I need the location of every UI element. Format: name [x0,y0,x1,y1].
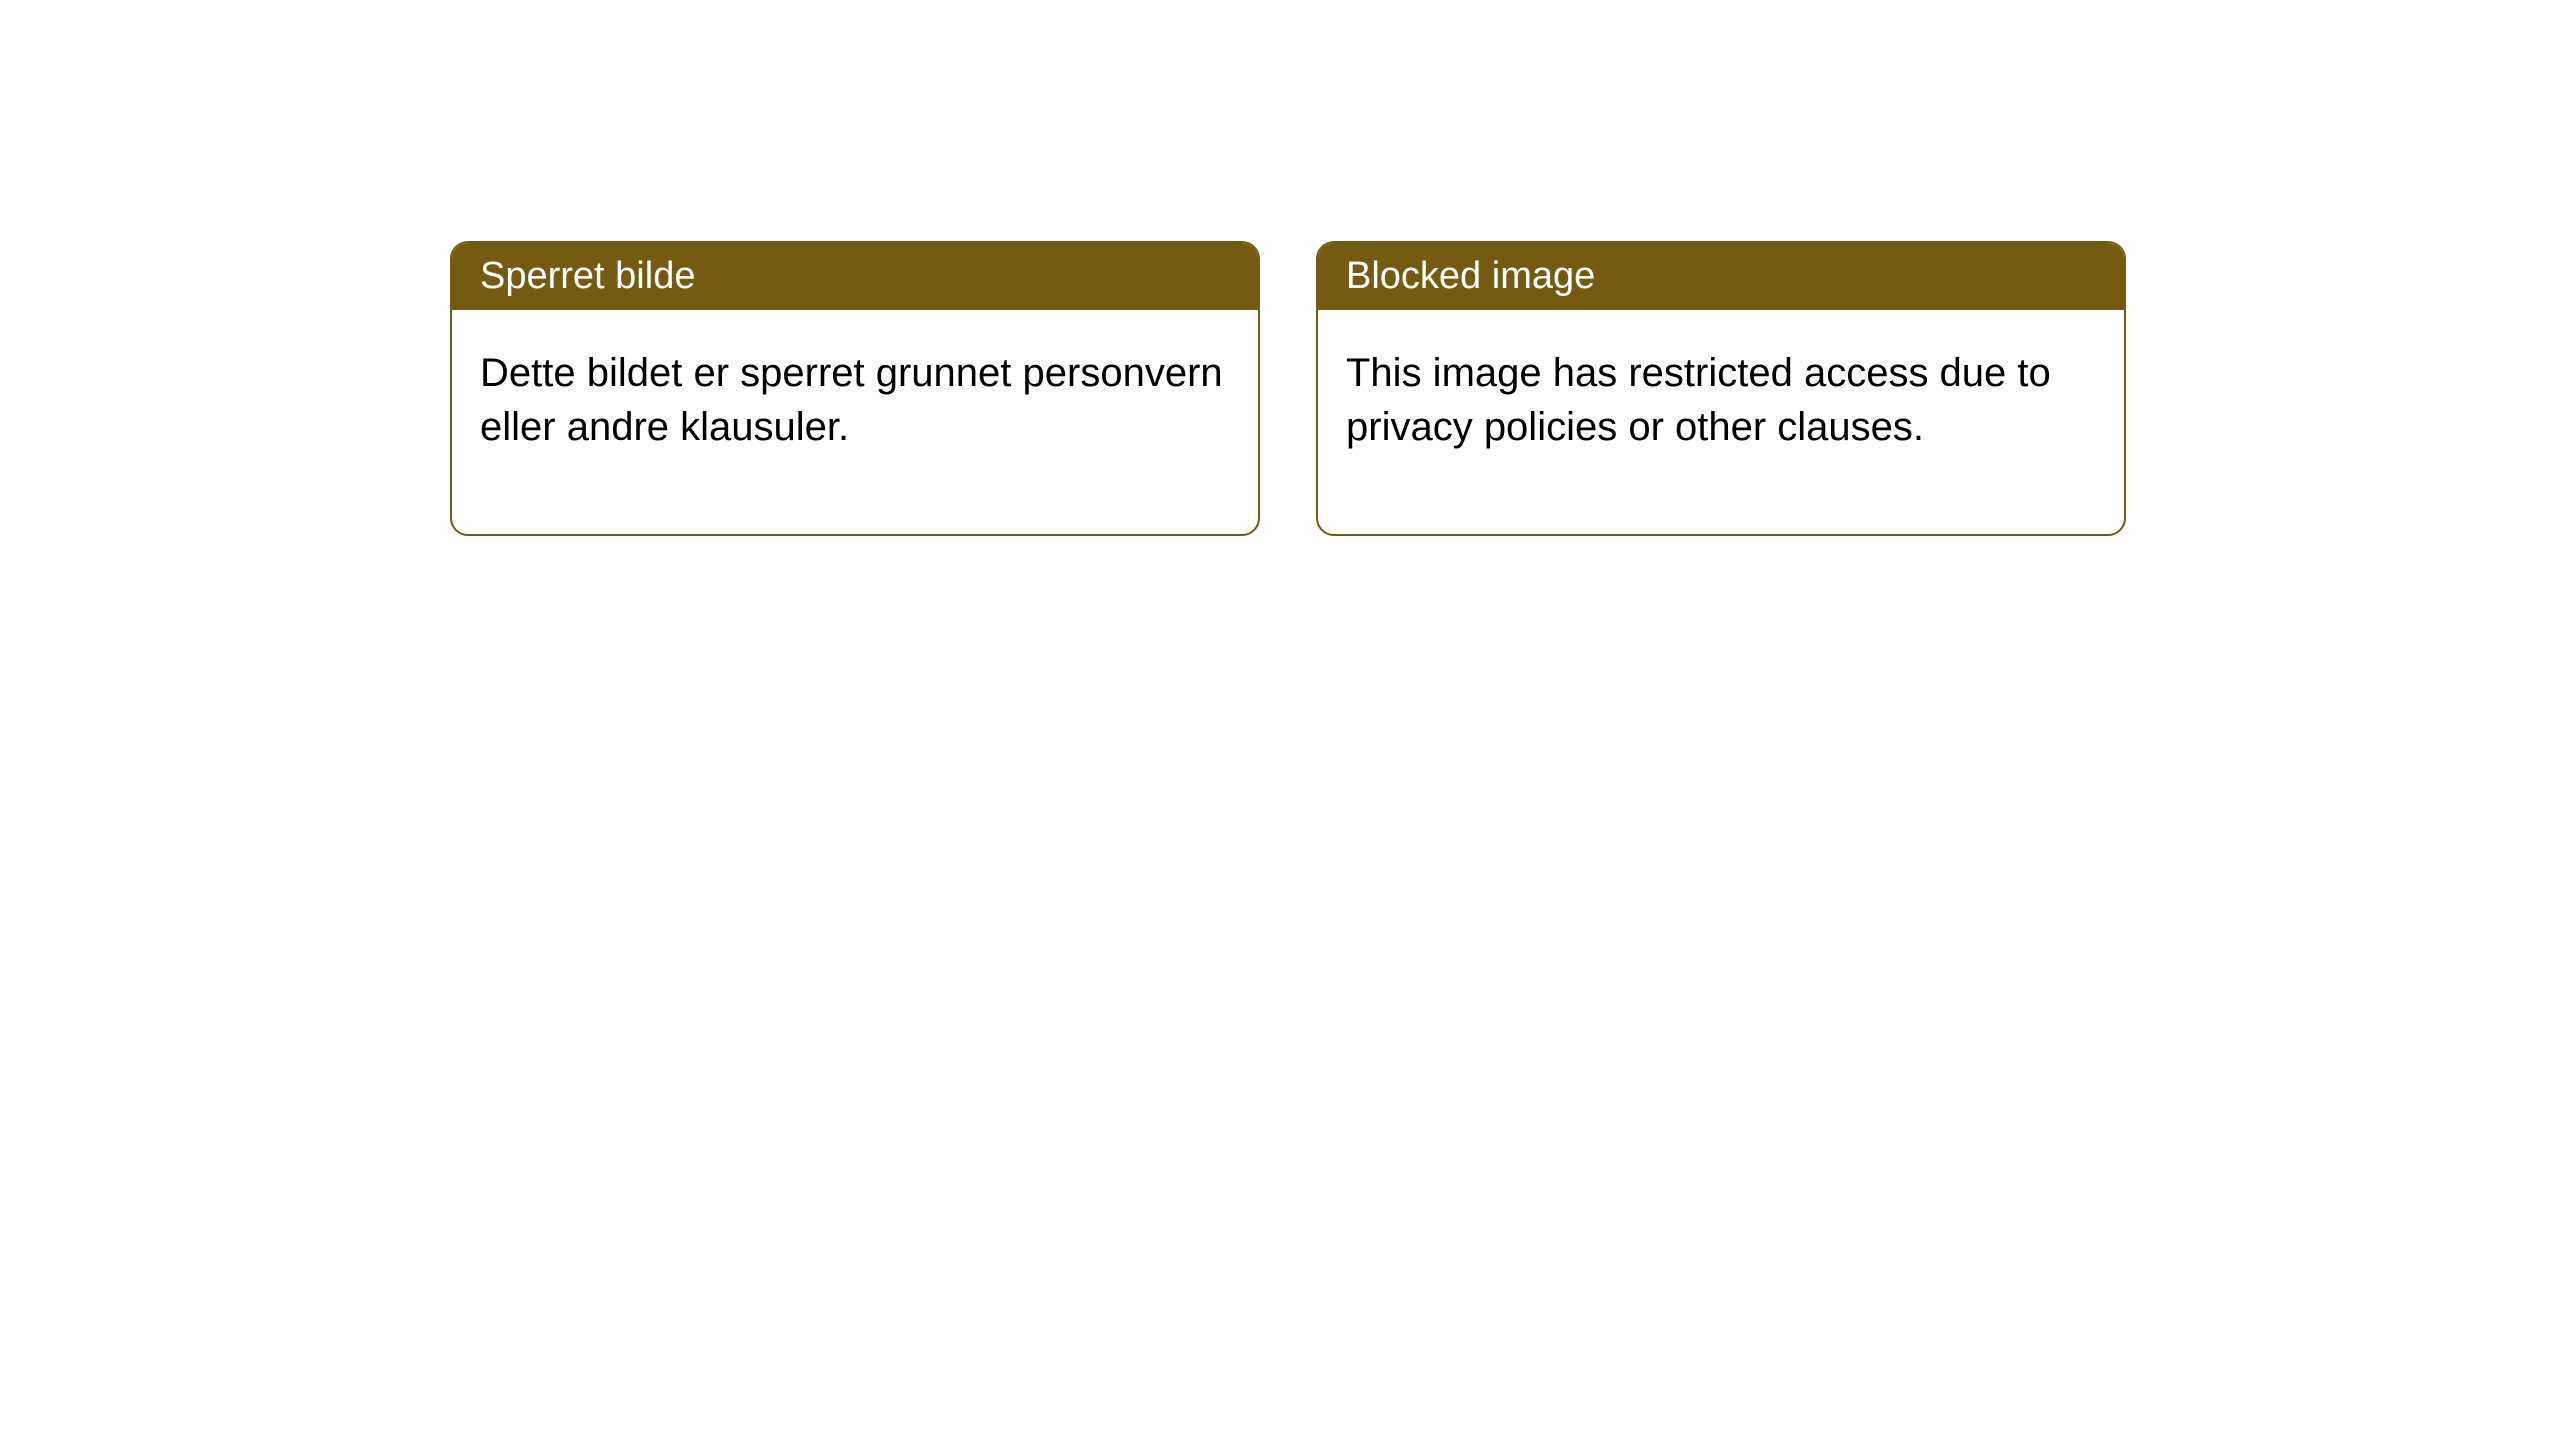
notice-card-norwegian: Sperret bilde Dette bildet er sperret gr… [450,241,1260,536]
notice-header: Sperret bilde [452,243,1258,310]
notice-card-english: Blocked image This image has restricted … [1316,241,2126,536]
notice-body: This image has restricted access due to … [1318,310,2124,534]
notice-header: Blocked image [1318,243,2124,310]
notice-message: Dette bildet er sperret grunnet personve… [480,351,1223,449]
notice-title: Sperret bilde [480,255,695,297]
notice-title: Blocked image [1346,255,1595,297]
notice-body: Dette bildet er sperret grunnet personve… [452,310,1258,534]
notice-message: This image has restricted access due to … [1346,351,2051,449]
notice-container: Sperret bilde Dette bildet er sperret gr… [450,241,2126,536]
